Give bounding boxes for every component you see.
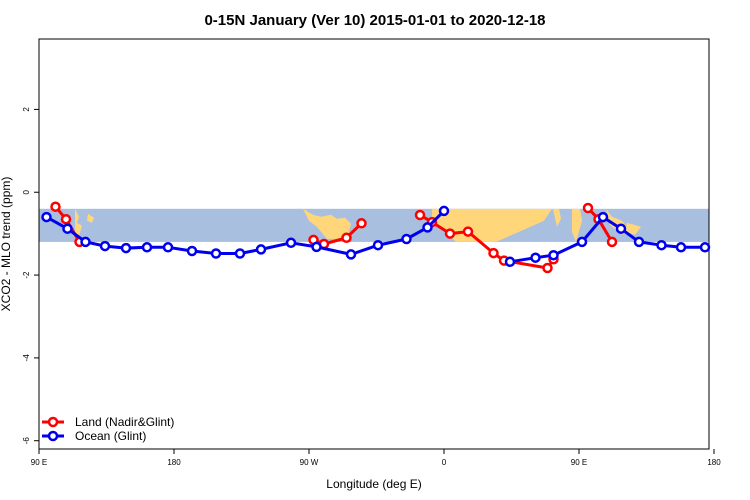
data-point	[99, 240, 111, 252]
data-point	[255, 244, 267, 255]
data-point	[488, 247, 499, 259]
legend-marker	[47, 416, 59, 428]
data-point	[656, 239, 667, 251]
data-point	[62, 223, 73, 234]
data-point	[438, 205, 450, 217]
land-shape	[553, 208, 561, 227]
land-shape	[75, 208, 82, 236]
x-tick-label: 0	[442, 458, 447, 467]
data-point	[50, 201, 61, 212]
y-tick-label: -6	[22, 437, 31, 445]
data-point	[542, 262, 553, 274]
data-point	[462, 226, 474, 237]
data-point	[141, 242, 153, 253]
y-axis-label: XCO2 - MLO trend (ppm)	[0, 177, 13, 312]
y-tick-label: 0	[22, 189, 31, 194]
data-point	[210, 248, 222, 259]
y-tick-label: 2	[22, 107, 31, 112]
data-point	[120, 242, 132, 254]
data-point	[633, 236, 645, 248]
data-point	[699, 242, 711, 253]
y-tick-label: -4	[22, 354, 31, 362]
legend-label: Ocean (Glint)	[75, 429, 146, 443]
x-tick-label: 90 W	[300, 458, 319, 467]
data-point	[504, 256, 516, 268]
x-tick-label: 90 E	[571, 458, 587, 467]
land-shape	[625, 222, 641, 235]
series-layer	[41, 201, 711, 274]
data-point	[80, 236, 91, 248]
data-point	[576, 236, 588, 248]
land-shape	[303, 208, 351, 239]
series-ocean	[41, 205, 711, 268]
legend-item: Ocean (Glint)	[42, 429, 146, 443]
land-shapes	[75, 208, 641, 242]
legend-label: Land (Nadir&Glint)	[75, 415, 174, 429]
data-point	[675, 242, 687, 253]
data-point	[582, 202, 594, 214]
series-line	[509, 215, 705, 264]
data-point	[285, 237, 297, 249]
data-point	[422, 222, 433, 233]
chart-title: 0-15N January (Ver 10) 2015-01-01 to 202…	[204, 12, 545, 29]
land-shape	[87, 213, 94, 223]
series-line	[312, 222, 363, 246]
data-point	[548, 249, 559, 261]
x-tick-label: 90 E	[31, 458, 47, 467]
data-point	[356, 218, 367, 229]
data-point	[41, 211, 52, 223]
data-point	[444, 228, 456, 239]
data-point	[162, 242, 174, 253]
data-point	[186, 245, 198, 257]
data-point	[372, 239, 384, 251]
legend: Land (Nadir&Glint)Ocean (Glint)	[42, 415, 174, 443]
data-point	[401, 233, 412, 245]
data-point	[234, 248, 246, 259]
x-tick-label: 180	[707, 458, 721, 467]
data-point	[530, 252, 541, 263]
legend-marker	[47, 430, 59, 442]
data-point	[414, 209, 426, 221]
land-shape	[572, 208, 582, 242]
data-point	[311, 241, 322, 253]
x-tick-label: 180	[167, 458, 181, 467]
data-point	[60, 213, 72, 225]
data-point	[597, 211, 609, 223]
data-point	[341, 232, 352, 244]
data-point	[615, 223, 627, 234]
legend-item: Land (Nadir&Glint)	[42, 415, 174, 429]
x-axis-label: Longitude (deg E)	[326, 477, 421, 491]
y-tick-label: -2	[22, 271, 31, 279]
data-point	[606, 236, 618, 248]
data-point	[345, 249, 357, 260]
